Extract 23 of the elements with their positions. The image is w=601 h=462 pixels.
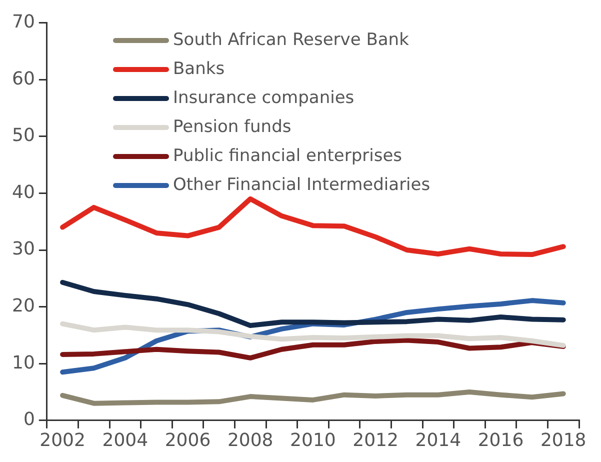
x-tick-label: 2012 [352,430,398,451]
legend-label: Public financial enterprises [173,145,402,168]
legend-label: Insurance companies [173,87,354,110]
x-tick-label: 2004 [102,430,148,451]
x-tick-label: 2010 [290,430,336,451]
legend-label: Other Financial Intermediaries [173,174,430,197]
y-tick-label: 70 [12,11,35,32]
y-tick-label: 50 [12,125,35,146]
x-tick-label: 2018 [540,430,586,451]
legend-label: South African Reserve Bank [173,29,409,52]
x-tick-label: 2002 [40,430,86,451]
y-tick-label: 60 [12,68,35,90]
x-tick-label: 2006 [164,430,211,451]
y-tick-label: 0 [23,409,35,430]
y-tick-label: 10 [12,352,35,374]
y-tick-label: 20 [12,295,35,316]
y-tick-label: 40 [12,182,35,203]
x-tick-label: 2008 [227,430,274,451]
y-tick-label: 30 [12,238,35,260]
legend-label: Banks [173,58,225,81]
x-tick-label: 2014 [415,430,462,451]
x-tick-label: 2016 [478,430,524,451]
legend-label: Pension funds [173,116,292,139]
